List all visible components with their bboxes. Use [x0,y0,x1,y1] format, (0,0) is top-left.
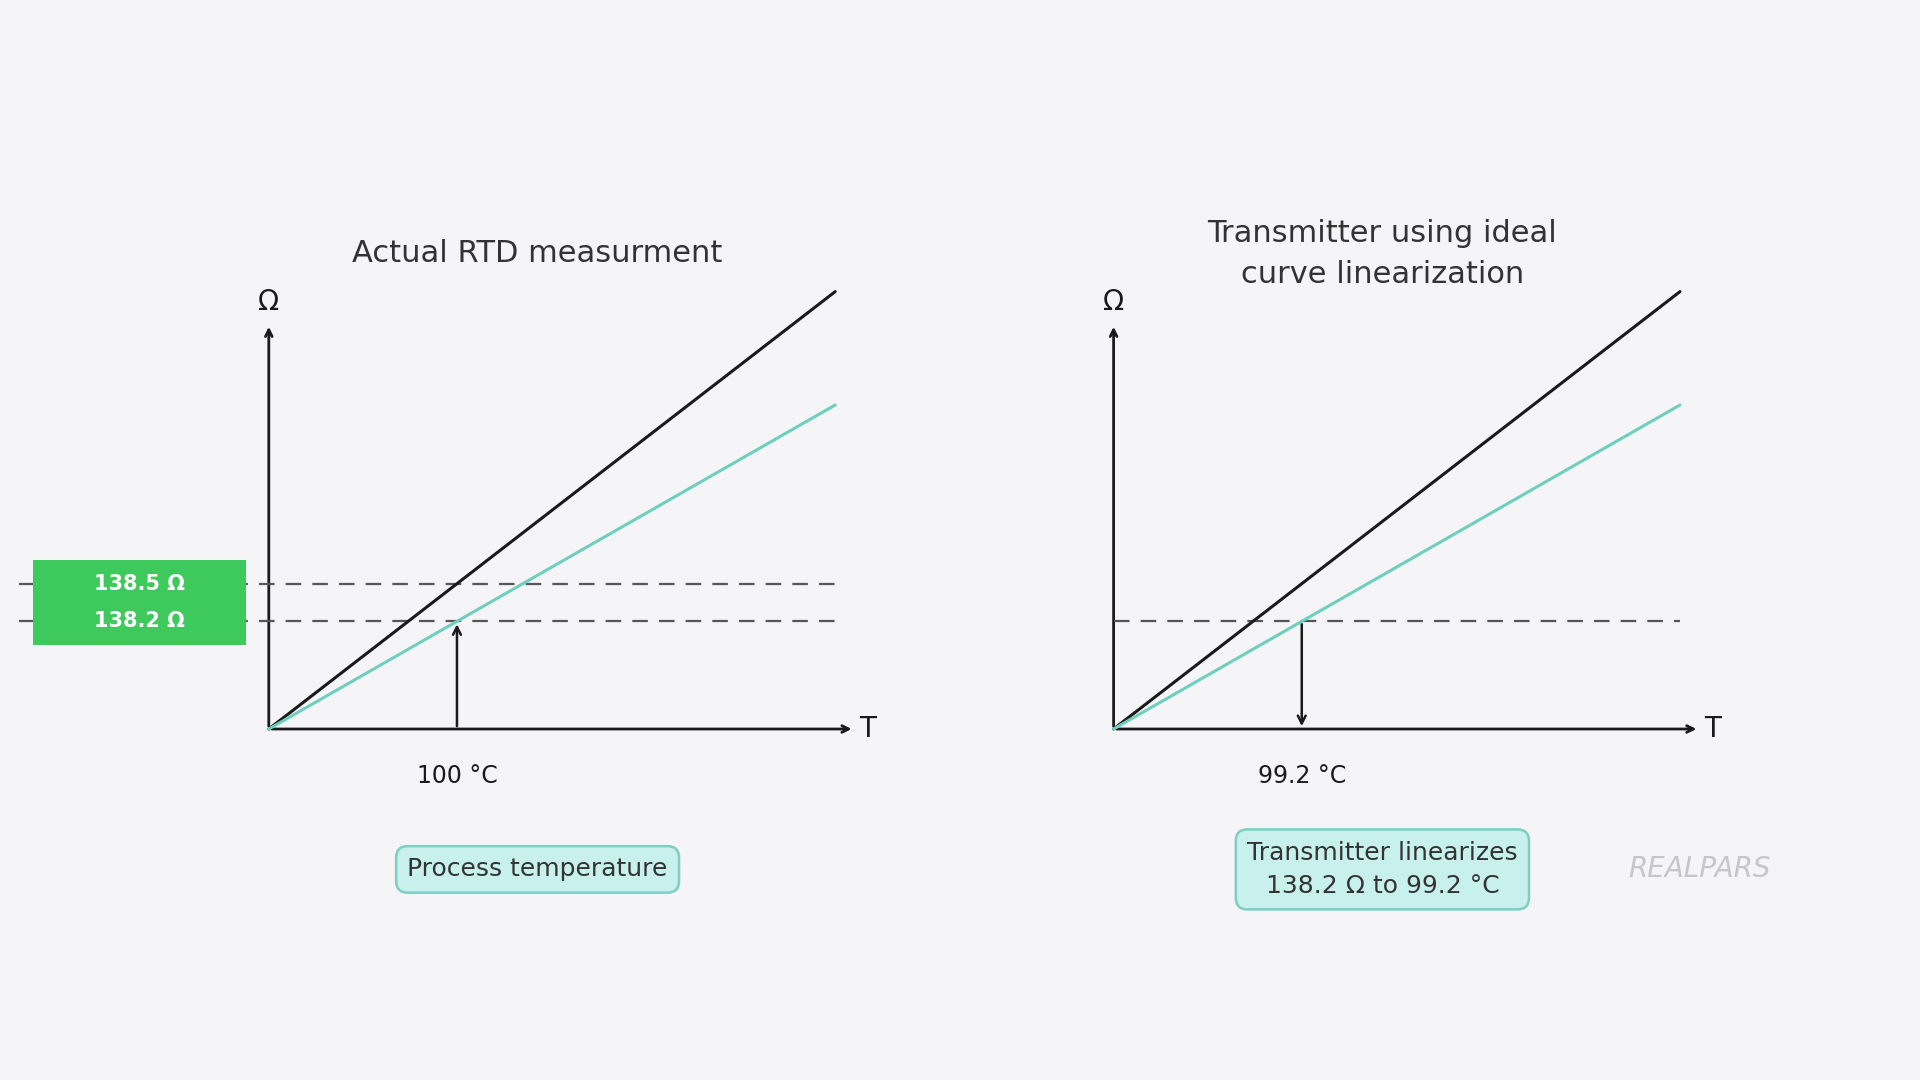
FancyBboxPatch shape [33,597,246,645]
Text: T: T [860,715,876,743]
Text: Ω: Ω [1102,288,1125,316]
Text: Process temperature: Process temperature [407,858,668,881]
Text: Transmitter using ideal
curve linearization: Transmitter using ideal curve linearizat… [1208,219,1557,288]
Text: 138.2 Ω: 138.2 Ω [94,611,184,632]
Text: Actual RTD measurment: Actual RTD measurment [353,240,722,268]
Text: 138.5 Ω: 138.5 Ω [94,573,184,594]
FancyBboxPatch shape [33,559,246,607]
Text: 99.2 °C: 99.2 °C [1258,764,1346,787]
Text: T: T [1705,715,1720,743]
Text: 100 °C: 100 °C [417,764,497,787]
Text: REALPARS: REALPARS [1628,855,1770,883]
Text: Transmitter linearizes
138.2 Ω to 99.2 °C: Transmitter linearizes 138.2 Ω to 99.2 °… [1248,840,1517,899]
Text: Ω: Ω [257,288,280,316]
